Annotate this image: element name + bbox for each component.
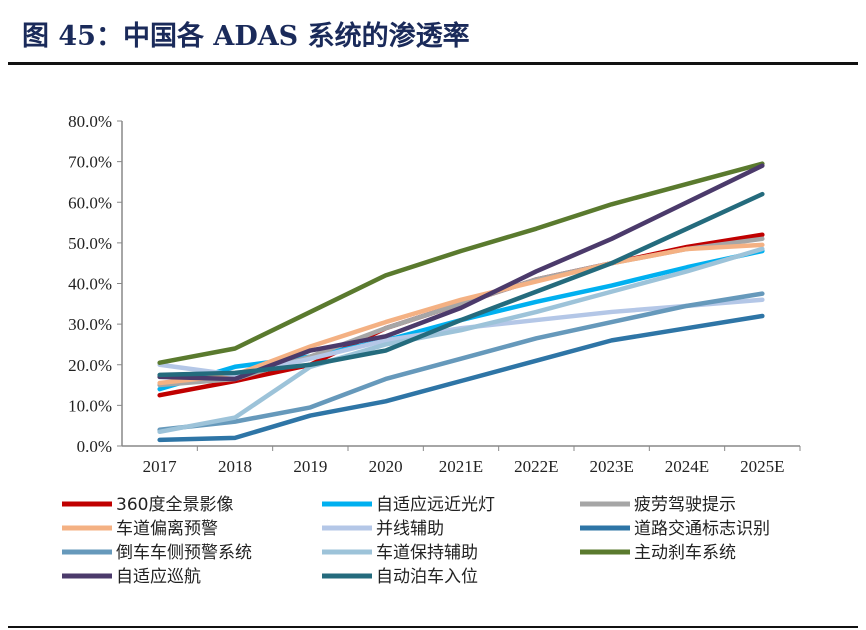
y-tick-label: 20.0% <box>68 356 112 375</box>
y-tick-label: 10.0% <box>68 396 112 415</box>
series-line-8 <box>157 161 765 365</box>
series-line-10 <box>157 191 765 378</box>
legend-label: 车道保持辅助 <box>376 543 478 563</box>
series-line-6 <box>157 291 765 432</box>
x-tick-label: 2020 <box>369 457 403 476</box>
series-line-3 <box>157 242 765 386</box>
top-rule <box>8 62 858 65</box>
legend-label: 并线辅助 <box>376 519 444 539</box>
legend-label: 主动刹车系统 <box>634 543 736 563</box>
y-tick-label: 60.0% <box>68 193 112 212</box>
x-tick-label: 2017 <box>143 457 178 476</box>
legend-label: 疲劳驾驶提示 <box>634 495 736 515</box>
y-tick-label: 30.0% <box>68 315 112 334</box>
figure-title: 图 45：中国各 ADAS 系统的渗透率 <box>22 21 470 52</box>
x-tick-label: 2019 <box>293 457 327 476</box>
y-tick-label: 40.0% <box>68 275 112 294</box>
x-tick-label: 2023E <box>589 457 633 476</box>
legend-label: 自适应巡航 <box>116 567 201 587</box>
legend-label: 360度全景影像 <box>116 495 233 515</box>
x-tick-label: 2018 <box>218 457 252 476</box>
legend-label: 道路交通标志识别 <box>634 519 770 539</box>
bottom-rule <box>8 626 858 628</box>
x-tick-label: 2025E <box>740 457 784 476</box>
y-tick-label: 0.0% <box>77 437 112 456</box>
x-tick-label: 2024E <box>665 457 709 476</box>
series-line-7 <box>157 246 765 435</box>
legend-label: 自适应远近光灯 <box>376 495 495 515</box>
legend-label: 车道偏离预警 <box>116 519 218 539</box>
x-tick-label: 2022E <box>514 457 558 476</box>
y-tick-label: 80.0% <box>68 112 112 131</box>
y-tick-label: 70.0% <box>68 153 112 172</box>
legend-label: 倒车车侧预警系统 <box>116 543 252 563</box>
legend-label: 自动泊车入位 <box>376 567 478 587</box>
x-tick-label: 2021E <box>439 457 483 476</box>
y-tick-label: 50.0% <box>68 234 112 253</box>
series-line-5 <box>157 313 765 443</box>
